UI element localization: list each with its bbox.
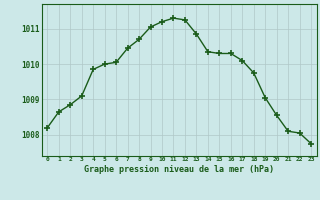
X-axis label: Graphe pression niveau de la mer (hPa): Graphe pression niveau de la mer (hPa) [84, 165, 274, 174]
